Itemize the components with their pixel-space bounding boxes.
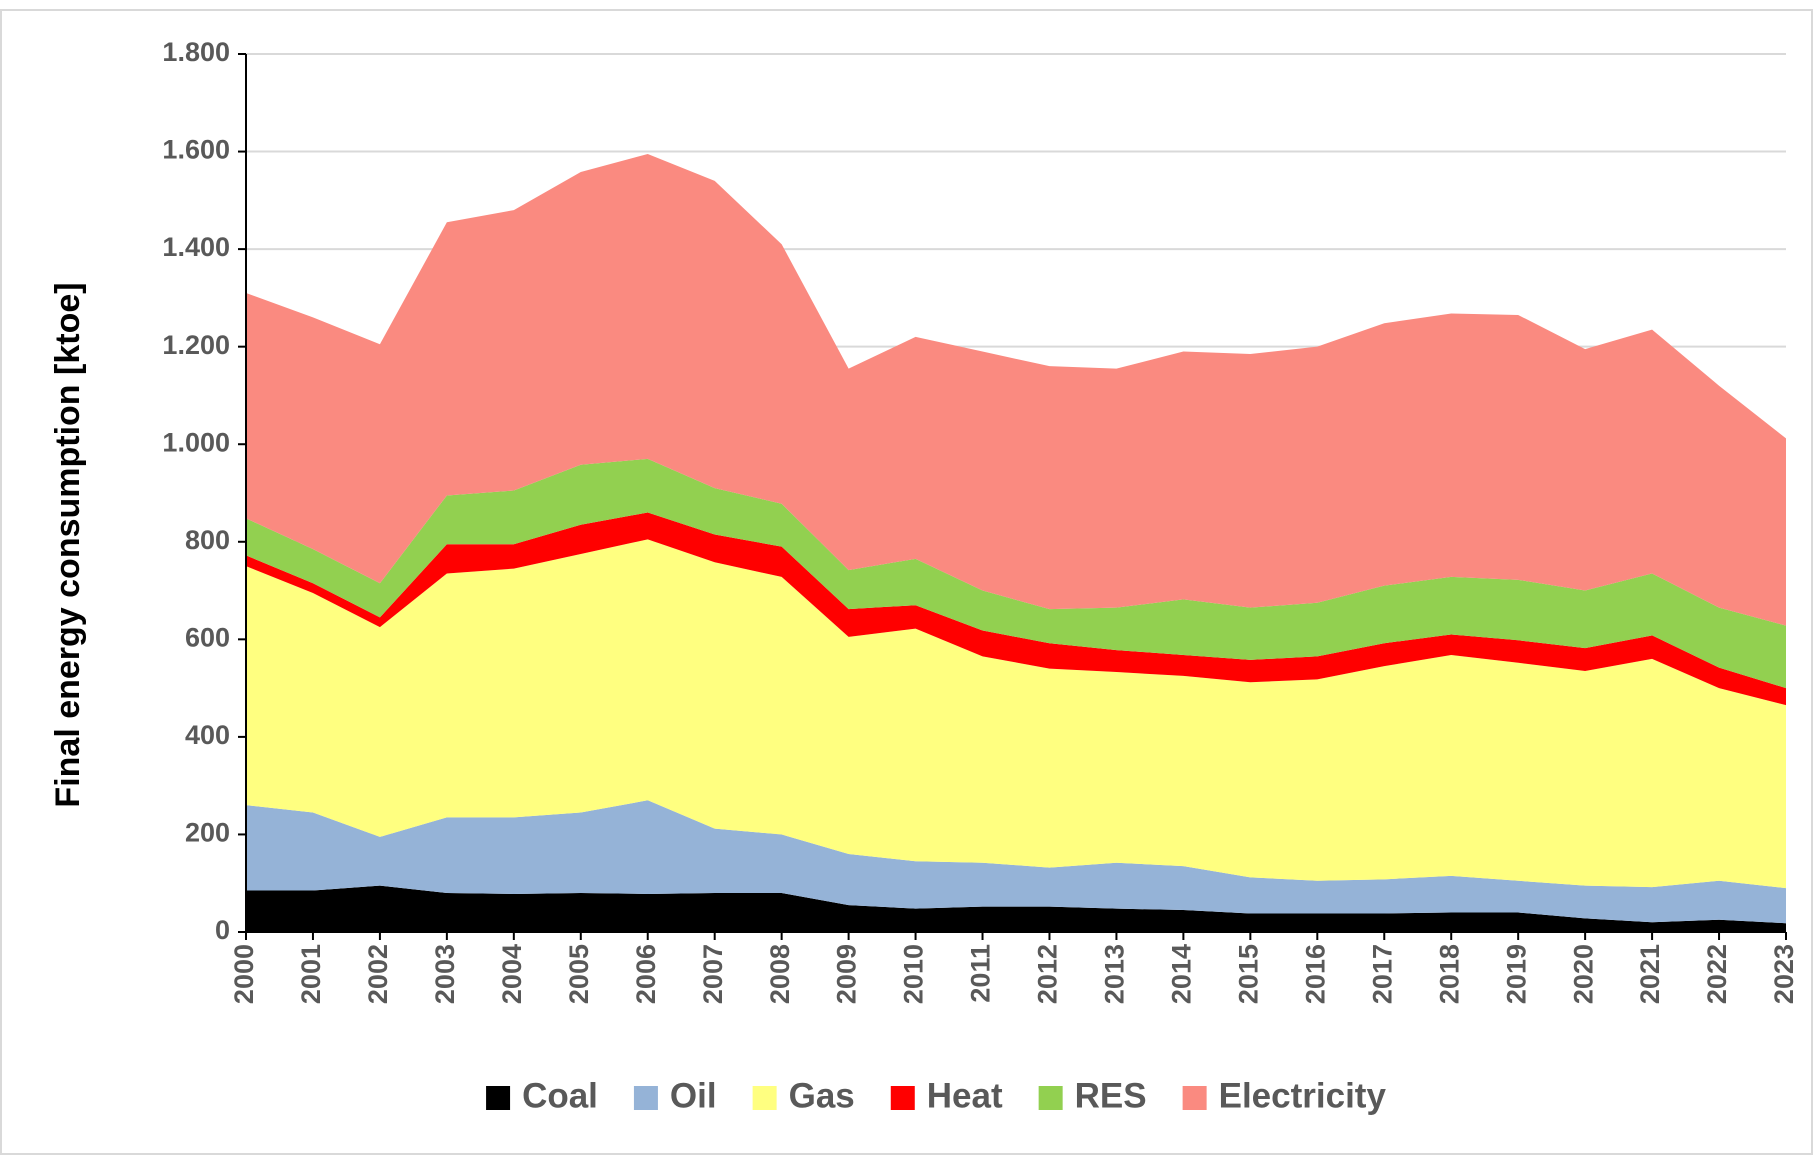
x-tick-label: 2018: [1434, 944, 1464, 1004]
y-tick-label: 1.400: [162, 232, 230, 262]
x-tick-label: 2004: [497, 944, 527, 1004]
x-tick-label: 2001: [296, 944, 326, 1004]
area: [246, 539, 1786, 889]
x-tick-label: 2003: [430, 944, 460, 1004]
y-tick-label: 1.600: [162, 135, 230, 165]
x-tick-label: 2022: [1702, 944, 1732, 1004]
x-tick-label: 2012: [1033, 944, 1063, 1004]
x-tick-label: 2021: [1635, 944, 1665, 1004]
x-tick-label: 2002: [363, 944, 393, 1004]
legend-swatch: [1182, 1086, 1207, 1110]
legend-label: Electricity: [1219, 1076, 1387, 1115]
legend-label: Oil: [670, 1076, 717, 1115]
x-tick-label: 2015: [1233, 944, 1263, 1004]
x-tick-label: 2020: [1568, 944, 1598, 1004]
x-tick-label: 2014: [1167, 944, 1197, 1004]
y-axis-label: Final energy consumption [ktoe]: [49, 282, 87, 807]
legend-swatch: [633, 1086, 658, 1110]
y-tick-label: 1.800: [162, 37, 230, 67]
y-tick-label: 600: [185, 622, 230, 652]
legend-label: RES: [1075, 1076, 1147, 1115]
x-tick-label: 2016: [1300, 944, 1330, 1004]
y-tick-label: 200: [185, 818, 230, 848]
x-tick-label: 2011: [966, 944, 996, 1003]
x-tick-label: 2000: [229, 944, 259, 1004]
x-tick-label: 2013: [1100, 944, 1130, 1004]
area: [246, 800, 1786, 924]
area: [246, 512, 1786, 706]
y-tick-label: 1.000: [162, 427, 230, 457]
x-tick-label: 2023: [1769, 944, 1799, 1004]
legend-label: Coal: [522, 1076, 598, 1115]
y-tick-label: 1.200: [162, 330, 230, 360]
x-tick-label: 2006: [631, 944, 661, 1004]
legend-swatch: [890, 1086, 915, 1110]
legend-label: Heat: [927, 1076, 1003, 1115]
x-tick-label: 2008: [765, 944, 795, 1004]
x-tick-label: 2010: [899, 944, 929, 1004]
x-tick-label: 2009: [832, 944, 862, 1004]
x-tick-label: 2017: [1367, 944, 1397, 1004]
x-tick-label: 2005: [564, 944, 594, 1004]
legend-label: Gas: [789, 1076, 855, 1115]
y-tick-label: 400: [185, 720, 230, 750]
area: [246, 885, 1786, 932]
area: [246, 153, 1786, 626]
area: [246, 458, 1786, 689]
y-tick-label: 0: [215, 915, 230, 945]
x-tick-label: 2019: [1501, 944, 1531, 1004]
legend-swatch: [752, 1086, 777, 1110]
legend-swatch: [486, 1086, 511, 1110]
y-tick-label: 800: [185, 525, 230, 555]
x-tick-label: 2007: [698, 944, 728, 1004]
legend-swatch: [1038, 1086, 1063, 1110]
